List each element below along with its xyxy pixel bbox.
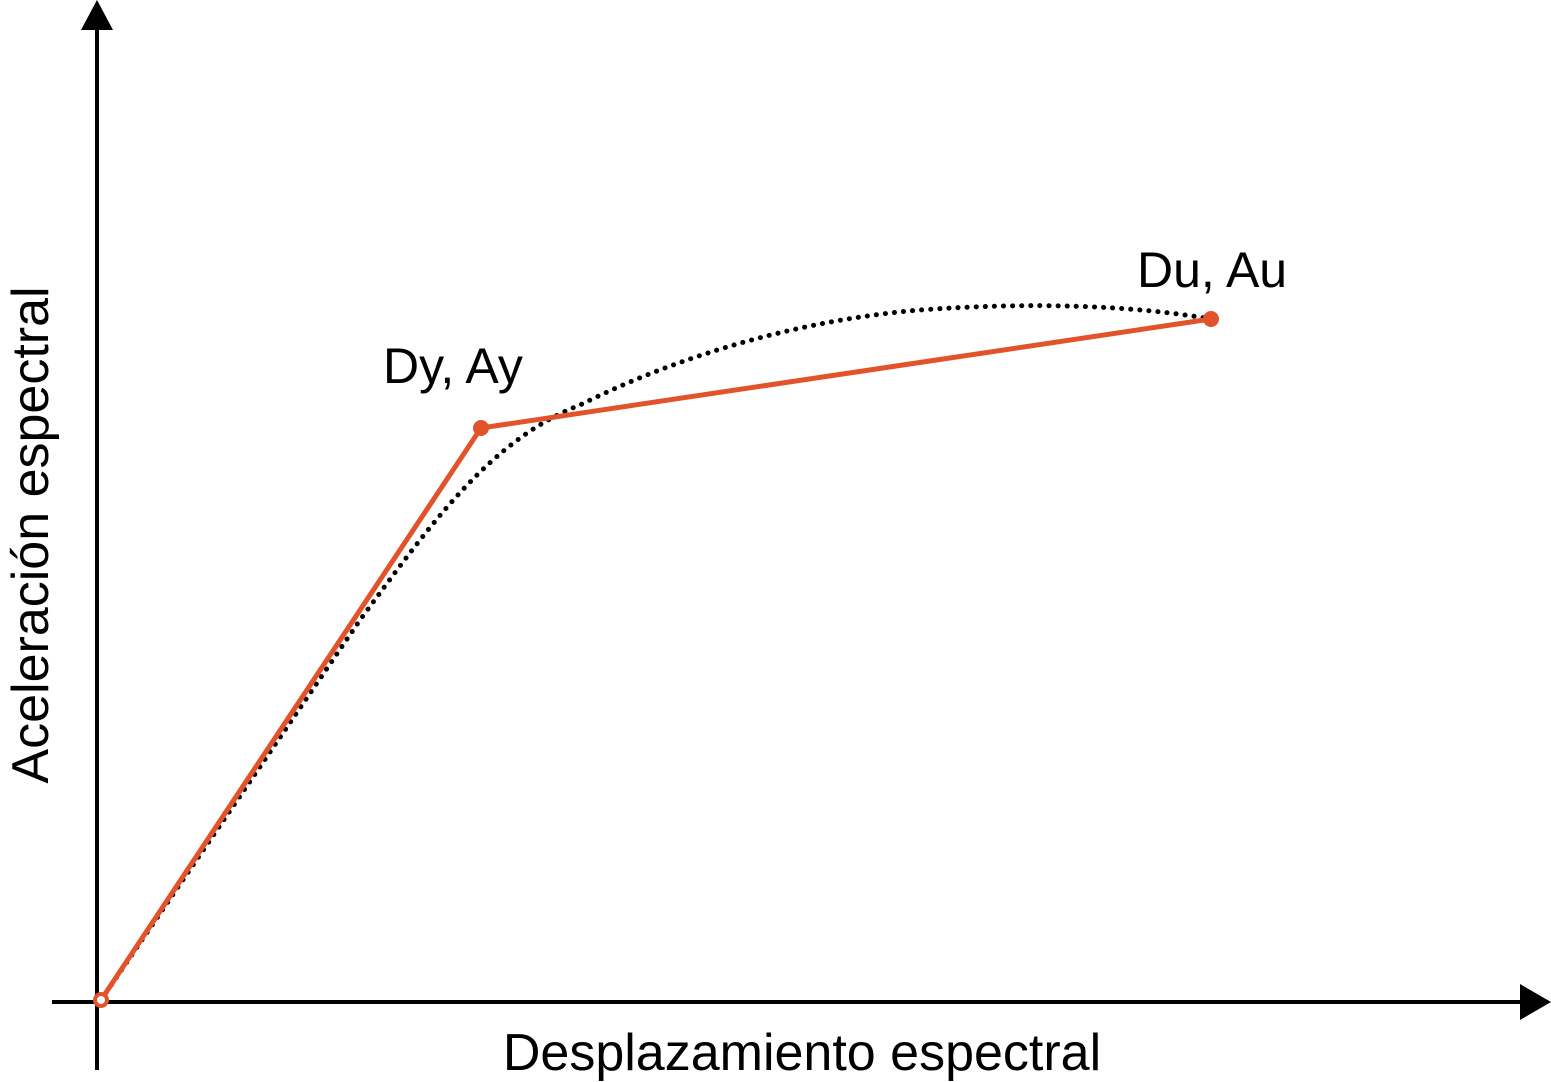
ultimate-point [1203, 311, 1219, 327]
capacity-curve [98, 303, 1214, 1003]
yield-point [473, 420, 489, 436]
x-axis-arrow-icon [1520, 984, 1551, 1020]
x-axis-label: Desplazamiento espectral [503, 1024, 1101, 1082]
origin-point [93, 992, 109, 1008]
y-axis-arrow-icon [81, 0, 113, 30]
bilinear-curve [98, 316, 1214, 1003]
yield-point-label: Dy, Ay [383, 338, 523, 394]
ultimate-point-label: Du, Au [1137, 242, 1287, 298]
y-axis-label: Aceleración espectral [2, 286, 60, 783]
